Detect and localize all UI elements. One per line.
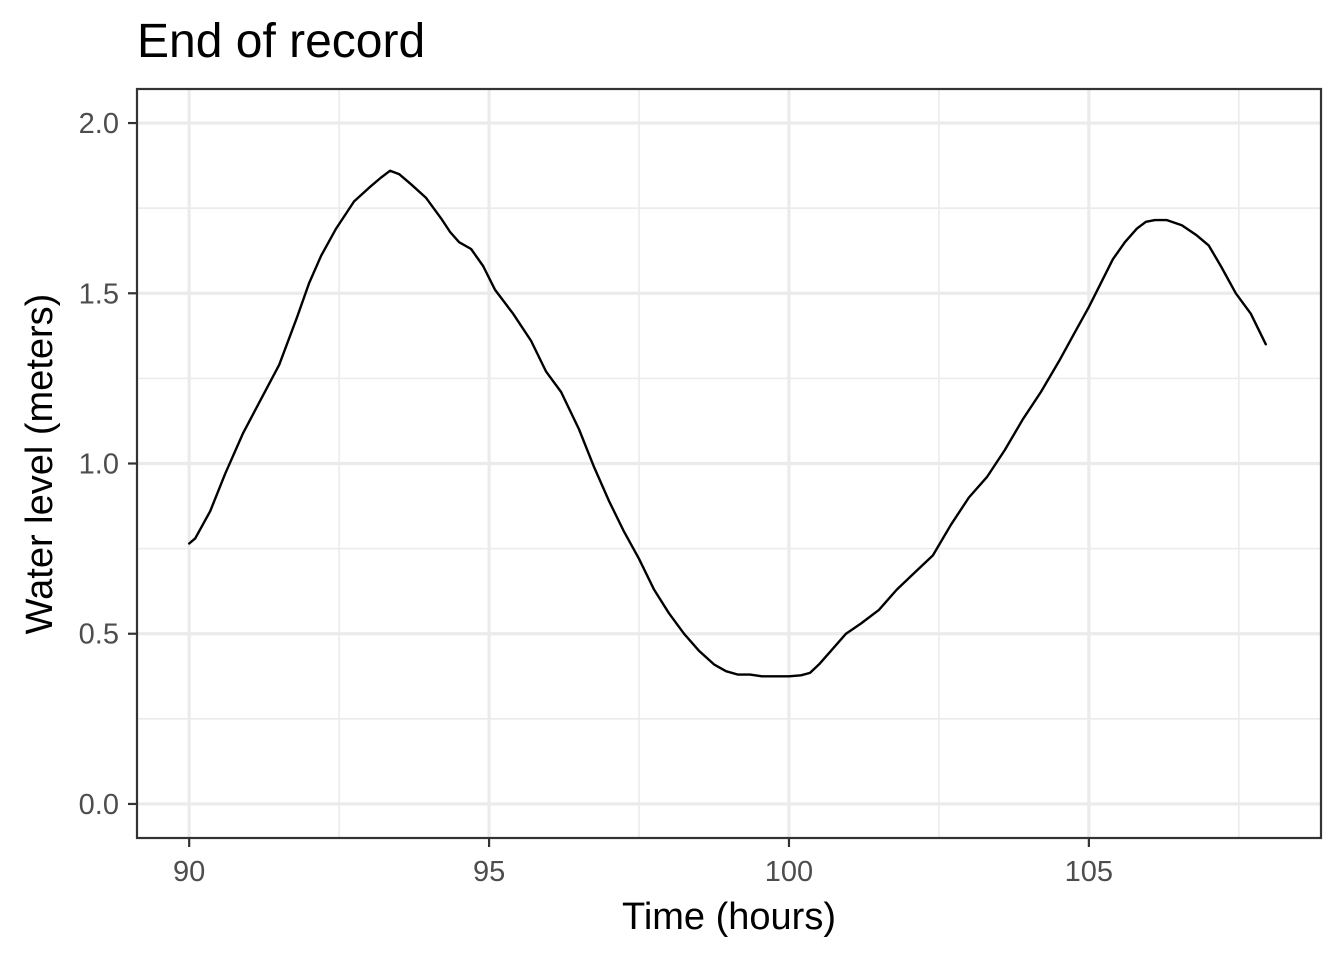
chart-title: End of record [137, 15, 425, 68]
y-tick-label: 0.0 [79, 789, 119, 821]
y-tick-label: 2.0 [79, 108, 119, 140]
x-tick-label: 95 [473, 856, 505, 888]
y-axis-title: Water level (meters) [19, 294, 61, 635]
major-gridlines [137, 89, 1321, 838]
x-tick-label: 105 [1065, 856, 1113, 888]
water-level-line [188, 169, 1267, 678]
minor-gridlines [137, 89, 1321, 838]
y-tick-label: 0.5 [79, 619, 119, 651]
y-tick-label: 1.5 [79, 278, 119, 310]
y-axis: 0.0 0.5 1.0 1.5 2.0 [79, 108, 137, 821]
y-tick-label: 1.0 [79, 449, 119, 481]
x-tick-label: 100 [765, 856, 813, 888]
x-tick-label: 90 [173, 856, 205, 888]
x-axis: 90 95 100 105 [173, 838, 1113, 888]
x-axis-title: Time (hours) [622, 896, 836, 938]
